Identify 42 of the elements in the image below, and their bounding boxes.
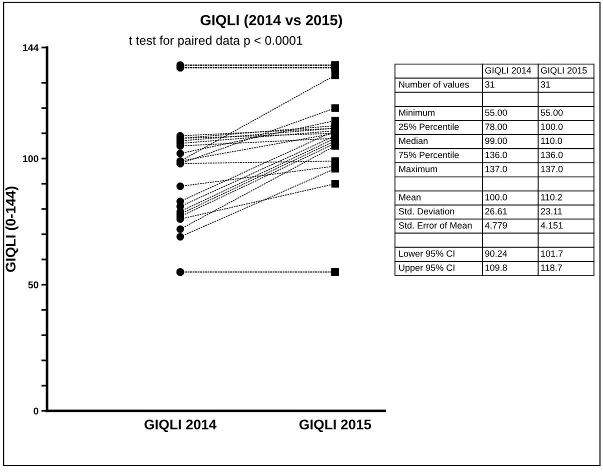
y-tick-label: 0 [34, 408, 38, 414]
text: 101.7 [541, 250, 563, 257]
text: 90.24 [485, 250, 508, 257]
text: 4.151 [540, 222, 563, 229]
y-tick-label: 100 [23, 155, 38, 162]
text: 109.8 [485, 264, 507, 271]
text: 4.779 [484, 222, 507, 229]
text: 31 [540, 81, 550, 88]
text: 100.0 [541, 124, 563, 130]
category-label: Std. Deviation [398, 208, 454, 215]
text: 118.7 [541, 264, 562, 271]
text: 78.00 [485, 124, 507, 130]
text: 55.00 [540, 109, 563, 116]
category-label: GIQLI 2015 [540, 67, 587, 76]
category-label: 25% Percentile [398, 123, 459, 130]
category-label: 75% Percentile [398, 152, 459, 158]
y-axis-title: GIQLI (0-144) [5, 186, 18, 272]
text: 100.0 [485, 194, 507, 200]
text: 110.2 [541, 194, 562, 200]
text: 136.0 [485, 152, 507, 158]
y-tick-label: 144 [23, 44, 39, 52]
category-label: GIQLI 2014 [485, 67, 532, 76]
text: 136.0 [541, 152, 563, 158]
text: 99.00 [485, 138, 507, 144]
category-label: Maximum [399, 166, 437, 172]
text: 31 [485, 81, 494, 88]
category-label: Std. Error of Mean [398, 222, 472, 229]
category-label: Upper 95% CI [399, 264, 454, 273]
text: 26.61 [485, 208, 507, 215]
chart-title: GIQLI (2014 vs 2015) [200, 14, 342, 28]
category-label: Mean [399, 194, 420, 200]
text: 55.00 [485, 109, 507, 116]
category-label: Number of values [399, 81, 469, 88]
category-label: Minimum [399, 109, 434, 116]
category-label: Median [399, 137, 428, 144]
text: 137.0 [485, 166, 507, 172]
category-label: Lower 95% CI [399, 250, 454, 257]
text: 137.0 [541, 166, 563, 172]
y-tick-label: 50 [28, 281, 38, 288]
text: 23.11 [540, 208, 562, 215]
chart-subtitle: t test for paired data p < 0.0001 [129, 36, 302, 48]
text: 110.0 [541, 138, 562, 144]
